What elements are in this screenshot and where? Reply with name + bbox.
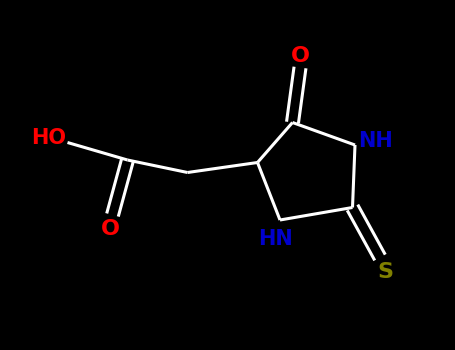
Text: HO: HO: [31, 128, 66, 148]
Text: O: O: [290, 47, 309, 66]
Text: HN: HN: [258, 229, 293, 249]
Text: O: O: [101, 219, 120, 239]
Text: NH: NH: [359, 131, 394, 151]
Text: S: S: [377, 261, 393, 281]
